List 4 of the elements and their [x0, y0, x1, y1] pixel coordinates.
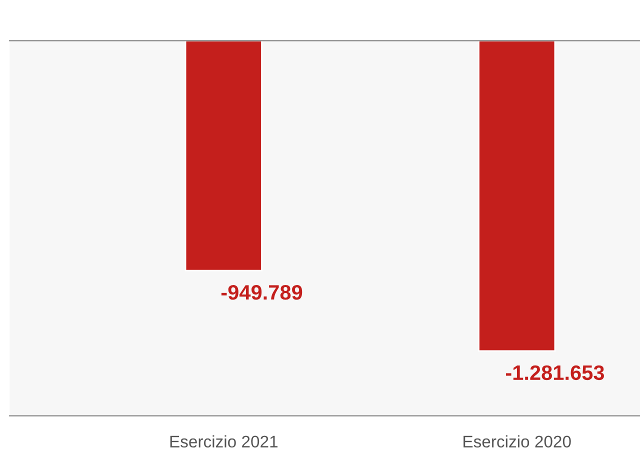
data-label: -1.281.653: [506, 365, 604, 380]
data-label: -949.789: [221, 285, 302, 300]
x-tick-label: Esercizio 2021: [170, 435, 278, 448]
x-tick-label: Esercizio 2020: [464, 435, 571, 448]
